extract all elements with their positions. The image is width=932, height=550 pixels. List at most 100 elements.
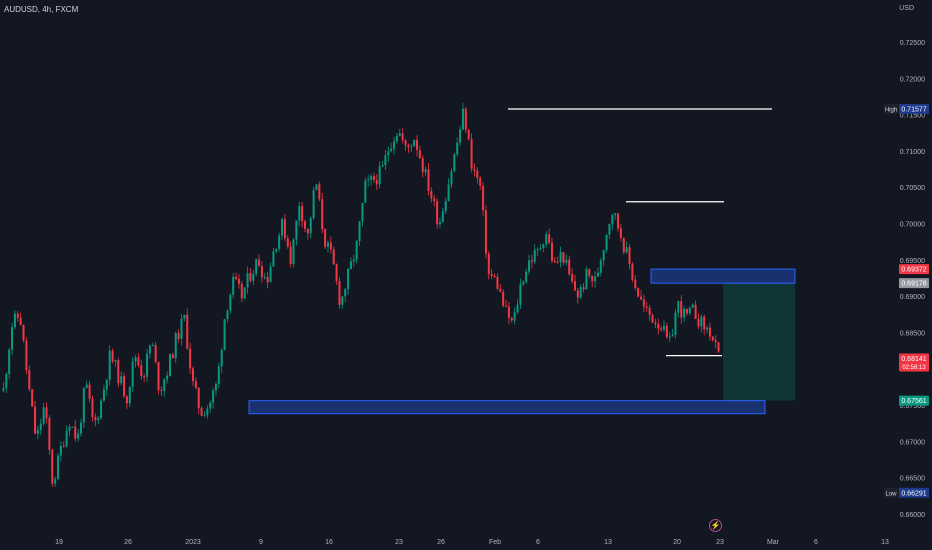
candle-body	[585, 268, 588, 290]
candle-body	[235, 276, 238, 279]
candle-body	[421, 158, 424, 173]
supply-zone	[650, 268, 796, 284]
candle-body	[708, 327, 711, 337]
candle-body	[519, 284, 522, 305]
target-box	[723, 283, 795, 401]
x-tick-label: 16	[325, 539, 333, 546]
candle-body	[375, 180, 378, 185]
candle-body	[645, 306, 648, 308]
candle-body	[65, 430, 68, 447]
candle-body	[5, 373, 8, 389]
candle-body	[634, 279, 637, 289]
candle-body	[77, 433, 80, 439]
candle-body	[657, 323, 660, 329]
candle-body	[717, 342, 720, 352]
candle-body	[13, 313, 16, 328]
candle-body	[479, 177, 482, 186]
candle-body	[499, 288, 502, 292]
candle-body	[407, 144, 410, 147]
candle-body	[714, 340, 717, 343]
candle-body	[688, 307, 691, 314]
candle-body	[278, 235, 281, 249]
candle-body	[513, 312, 516, 321]
candle-body	[401, 133, 404, 141]
low-value: 0.66291	[901, 490, 926, 497]
candle-body	[194, 381, 197, 388]
candle-body	[272, 251, 275, 267]
candle-body	[237, 278, 240, 284]
y-tick-label: 0.66500	[900, 476, 925, 483]
candle-body	[8, 349, 11, 374]
candle-body	[556, 261, 559, 263]
candle-body	[550, 242, 553, 261]
candle-body	[594, 276, 597, 282]
candle-body	[163, 379, 166, 391]
candle-body	[318, 184, 321, 200]
candle-body	[249, 273, 252, 281]
candle-body	[19, 317, 22, 325]
candle-body	[680, 301, 683, 318]
y-tick-label: 0.71500	[900, 113, 925, 120]
candle-body	[640, 296, 643, 300]
candle-body	[105, 379, 108, 390]
candle-body	[484, 210, 487, 254]
candle-body	[496, 277, 499, 289]
candle-body	[143, 376, 146, 378]
candle-body	[117, 360, 120, 384]
candle-body	[456, 142, 459, 155]
candle-body	[16, 313, 19, 318]
candle-body	[352, 259, 355, 262]
candle-body	[685, 308, 688, 314]
candle-body	[114, 360, 117, 362]
candle-body	[683, 308, 686, 318]
currency-label: USD	[899, 5, 914, 12]
candle-body	[243, 287, 246, 299]
candle-body	[48, 418, 51, 450]
candle-body	[441, 211, 444, 223]
candle-body	[39, 423, 42, 430]
candle-body	[108, 350, 111, 380]
candle-body	[324, 229, 327, 247]
candle-body	[588, 268, 591, 276]
y-tick-label: 0.72000	[900, 76, 925, 83]
candle-body	[226, 310, 229, 320]
candle-body	[169, 354, 172, 376]
candle-body	[160, 389, 163, 391]
candle-body	[605, 234, 608, 251]
candle-body	[393, 141, 396, 149]
candle-body	[358, 221, 361, 241]
candle-body	[470, 139, 473, 169]
candle-body	[410, 146, 413, 148]
candle-body	[338, 281, 341, 305]
candle-body	[11, 327, 14, 350]
y-tick-label: 0.67000	[900, 439, 925, 446]
candle-body	[309, 218, 312, 234]
candle-body	[321, 199, 324, 230]
candle-body	[622, 237, 625, 253]
candle-body	[662, 325, 666, 330]
candle-body	[301, 206, 304, 222]
candle-body	[62, 446, 65, 448]
candle-body	[166, 375, 169, 380]
candle-body	[295, 220, 298, 240]
x-tick-label: Mar	[767, 539, 780, 546]
price-label-2: 0.68141	[901, 356, 926, 363]
candle-body	[430, 191, 433, 199]
candle-body	[355, 240, 358, 260]
candle-body	[74, 426, 77, 439]
x-tick-label: Feb	[489, 539, 501, 546]
candle-body	[177, 333, 180, 339]
lightning-icon[interactable]: ⚡	[709, 519, 722, 532]
candle-body	[91, 398, 94, 417]
candle-body	[370, 176, 373, 180]
candle-body	[361, 202, 364, 222]
candle-body	[255, 259, 258, 274]
candle-body	[464, 108, 467, 130]
candle-body	[286, 238, 289, 247]
candle-body	[183, 314, 186, 319]
candle-body	[283, 219, 286, 239]
candle-body	[571, 274, 574, 282]
candle-body	[326, 242, 329, 247]
